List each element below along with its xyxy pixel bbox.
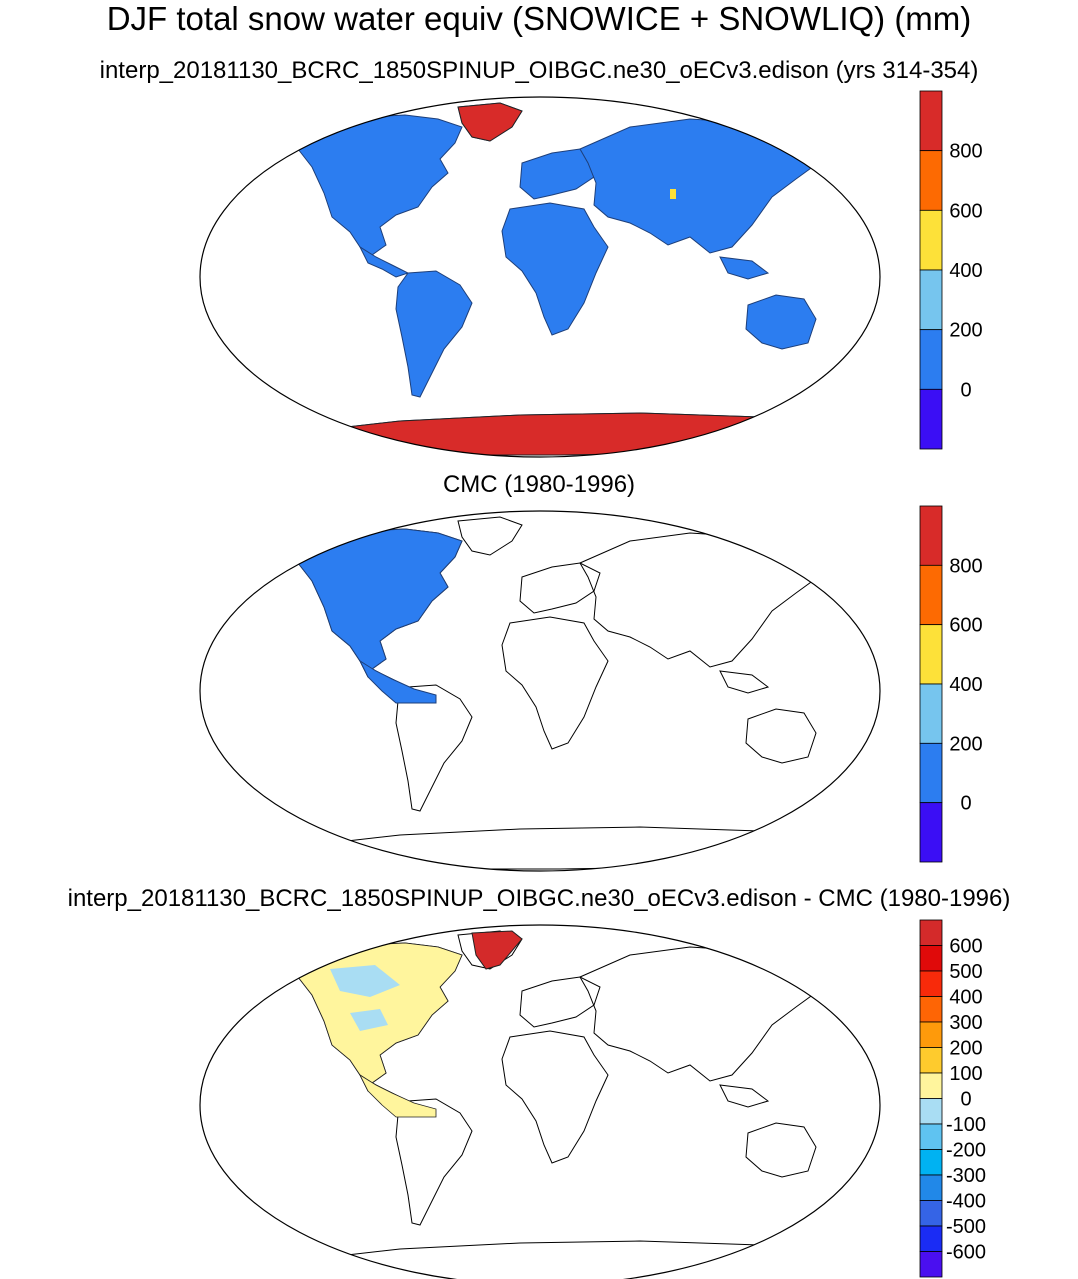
colorbar-3-swatch [919, 1174, 943, 1201]
colorbar-3-swatch [919, 1098, 943, 1125]
colorbar-3-label: 600 [949, 936, 982, 958]
colorbar-1-swatch [919, 388, 943, 450]
colorbar-1-swatch [919, 329, 943, 390]
colorbar-1-swatch [919, 90, 943, 152]
colorbar-3-label: 300 [949, 1012, 982, 1034]
colorbar-2-label: 600 [949, 615, 982, 637]
colorbar-2-label: 400 [949, 674, 982, 696]
colorbar-3-label: 500 [949, 961, 982, 983]
colorbar-2-swatch [919, 683, 943, 744]
colorbar-2-swatch [919, 505, 943, 566]
colorbar-2-swatch [919, 802, 943, 863]
panel-3-title: interp_20181130_BCRC_1850SPINUP_OIBGC.ne… [67, 885, 1011, 912]
colorbar-3-label: 200 [949, 1038, 982, 1060]
map-panel-1 [199, 96, 881, 458]
colorbar-2-swatch [919, 624, 943, 685]
colorbar-1-label: 0 [960, 379, 971, 401]
colorbar-2-swatch [919, 742, 943, 804]
colorbar-1-swatch [919, 209, 943, 271]
map-panel-2 [199, 510, 881, 872]
colorbar-3-label: -500 [946, 1216, 986, 1238]
colorbar-3-swatch [919, 996, 943, 1023]
colorbar-3-swatch [919, 919, 943, 946]
colorbar-3-swatch [919, 1251, 943, 1278]
colorbar-3-swatch [919, 970, 943, 997]
colorbar-1-swatch [919, 150, 943, 211]
colorbar-3-swatch [919, 1200, 943, 1227]
colorbar-3-swatch [919, 1123, 943, 1150]
colorbar-3-swatch [919, 1149, 943, 1176]
map-panel-3 [199, 924, 881, 1279]
colorbar-1: 0 200 400 600 800 [919, 90, 983, 450]
panel-2-title: CMC (1980-1996) [442, 471, 636, 498]
colorbar-3-swatch [919, 1047, 943, 1074]
colorbar-1-label: 400 [949, 260, 982, 282]
colorbar-3-swatch [919, 945, 943, 972]
figure-title: DJF total snow water equiv (SNOWICE + SN… [106, 0, 972, 37]
colorbar-2-label: 800 [949, 555, 982, 577]
panel-1-title: interp_20181130_BCRC_1850SPINUP_OIBGC.ne… [99, 57, 979, 84]
colorbar-3-label: -300 [946, 1165, 986, 1187]
colorbar-3-swatch [919, 1072, 943, 1099]
colorbar-2-label: 200 [949, 733, 982, 755]
colorbar-3-label: 100 [949, 1063, 982, 1085]
colorbar-3-label: -600 [946, 1242, 986, 1264]
colorbar-3-label: -200 [946, 1140, 986, 1162]
colorbar-1-label: 600 [949, 200, 982, 222]
colorbar-1-swatch [919, 269, 943, 331]
colorbar-3-swatch [919, 1225, 943, 1252]
colorbar-2-swatch [919, 564, 943, 626]
colorbar-3-label: -100 [946, 1114, 986, 1136]
colorbar-1-label: 800 [949, 141, 982, 163]
colorbar-2: 0 200 400 600 800 [919, 505, 983, 863]
colorbar-3-label: 0 [960, 1089, 971, 1111]
colorbar-3-label: -400 [946, 1191, 986, 1213]
colorbar-2-label: 0 [960, 793, 971, 815]
colorbar-3-swatch [919, 1021, 943, 1048]
colorbar-1-label: 200 [949, 320, 982, 342]
colorbar-3-label: 400 [949, 987, 982, 1009]
colorbar-3: -600 -500 -400 -300 -200 -100 0 100 200 300 400 500… [919, 919, 986, 1278]
